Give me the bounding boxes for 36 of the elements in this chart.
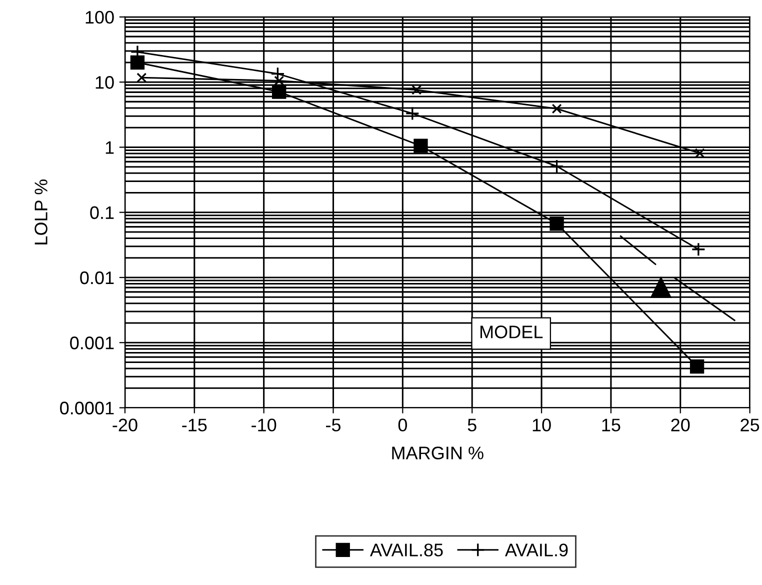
point [136, 72, 147, 83]
point [552, 104, 562, 114]
point [550, 159, 564, 174]
point [412, 84, 422, 95]
legend-label: AVAIL.85 [370, 544, 443, 556]
point [130, 55, 145, 70]
y-tick-label: 100 [86, 10, 114, 24]
x-tick-label: -15 [182, 418, 207, 432]
point [690, 359, 704, 374]
x-tick-label: 10 [532, 418, 551, 432]
y-tick-label: 0.01 [80, 271, 114, 284]
y-tick-label: 0.001 [70, 336, 114, 350]
x-tick-label: 15 [602, 418, 620, 432]
point [270, 66, 285, 81]
point [650, 277, 672, 298]
point [414, 138, 428, 153]
annotation: MODEL [480, 326, 543, 338]
point [691, 242, 706, 256]
legend-label: AVAIL.9 [504, 544, 568, 556]
x-tick-label: -20 [112, 418, 138, 432]
y-axis-title: LOLP % [34, 180, 48, 244]
x-tick-label: -10 [252, 418, 276, 432]
x-tick-label: 25 [740, 418, 760, 432]
y-tick-label: 0.0001 [60, 402, 114, 414]
x-tick-label: 20 [671, 418, 690, 432]
point [274, 76, 284, 86]
point [405, 106, 420, 121]
y-tick-label: 1 [106, 141, 114, 154]
x-tick-label: 0 [398, 418, 407, 432]
x-tick-label: 5 [468, 418, 476, 432]
y-tick-label: 10 [96, 76, 114, 89]
point [550, 216, 564, 231]
x-tick-label: -5 [326, 418, 341, 432]
point [272, 84, 286, 99]
y-tick-label: 0.1 [90, 206, 114, 220]
x-axis-title: MARGIN % [392, 446, 484, 460]
